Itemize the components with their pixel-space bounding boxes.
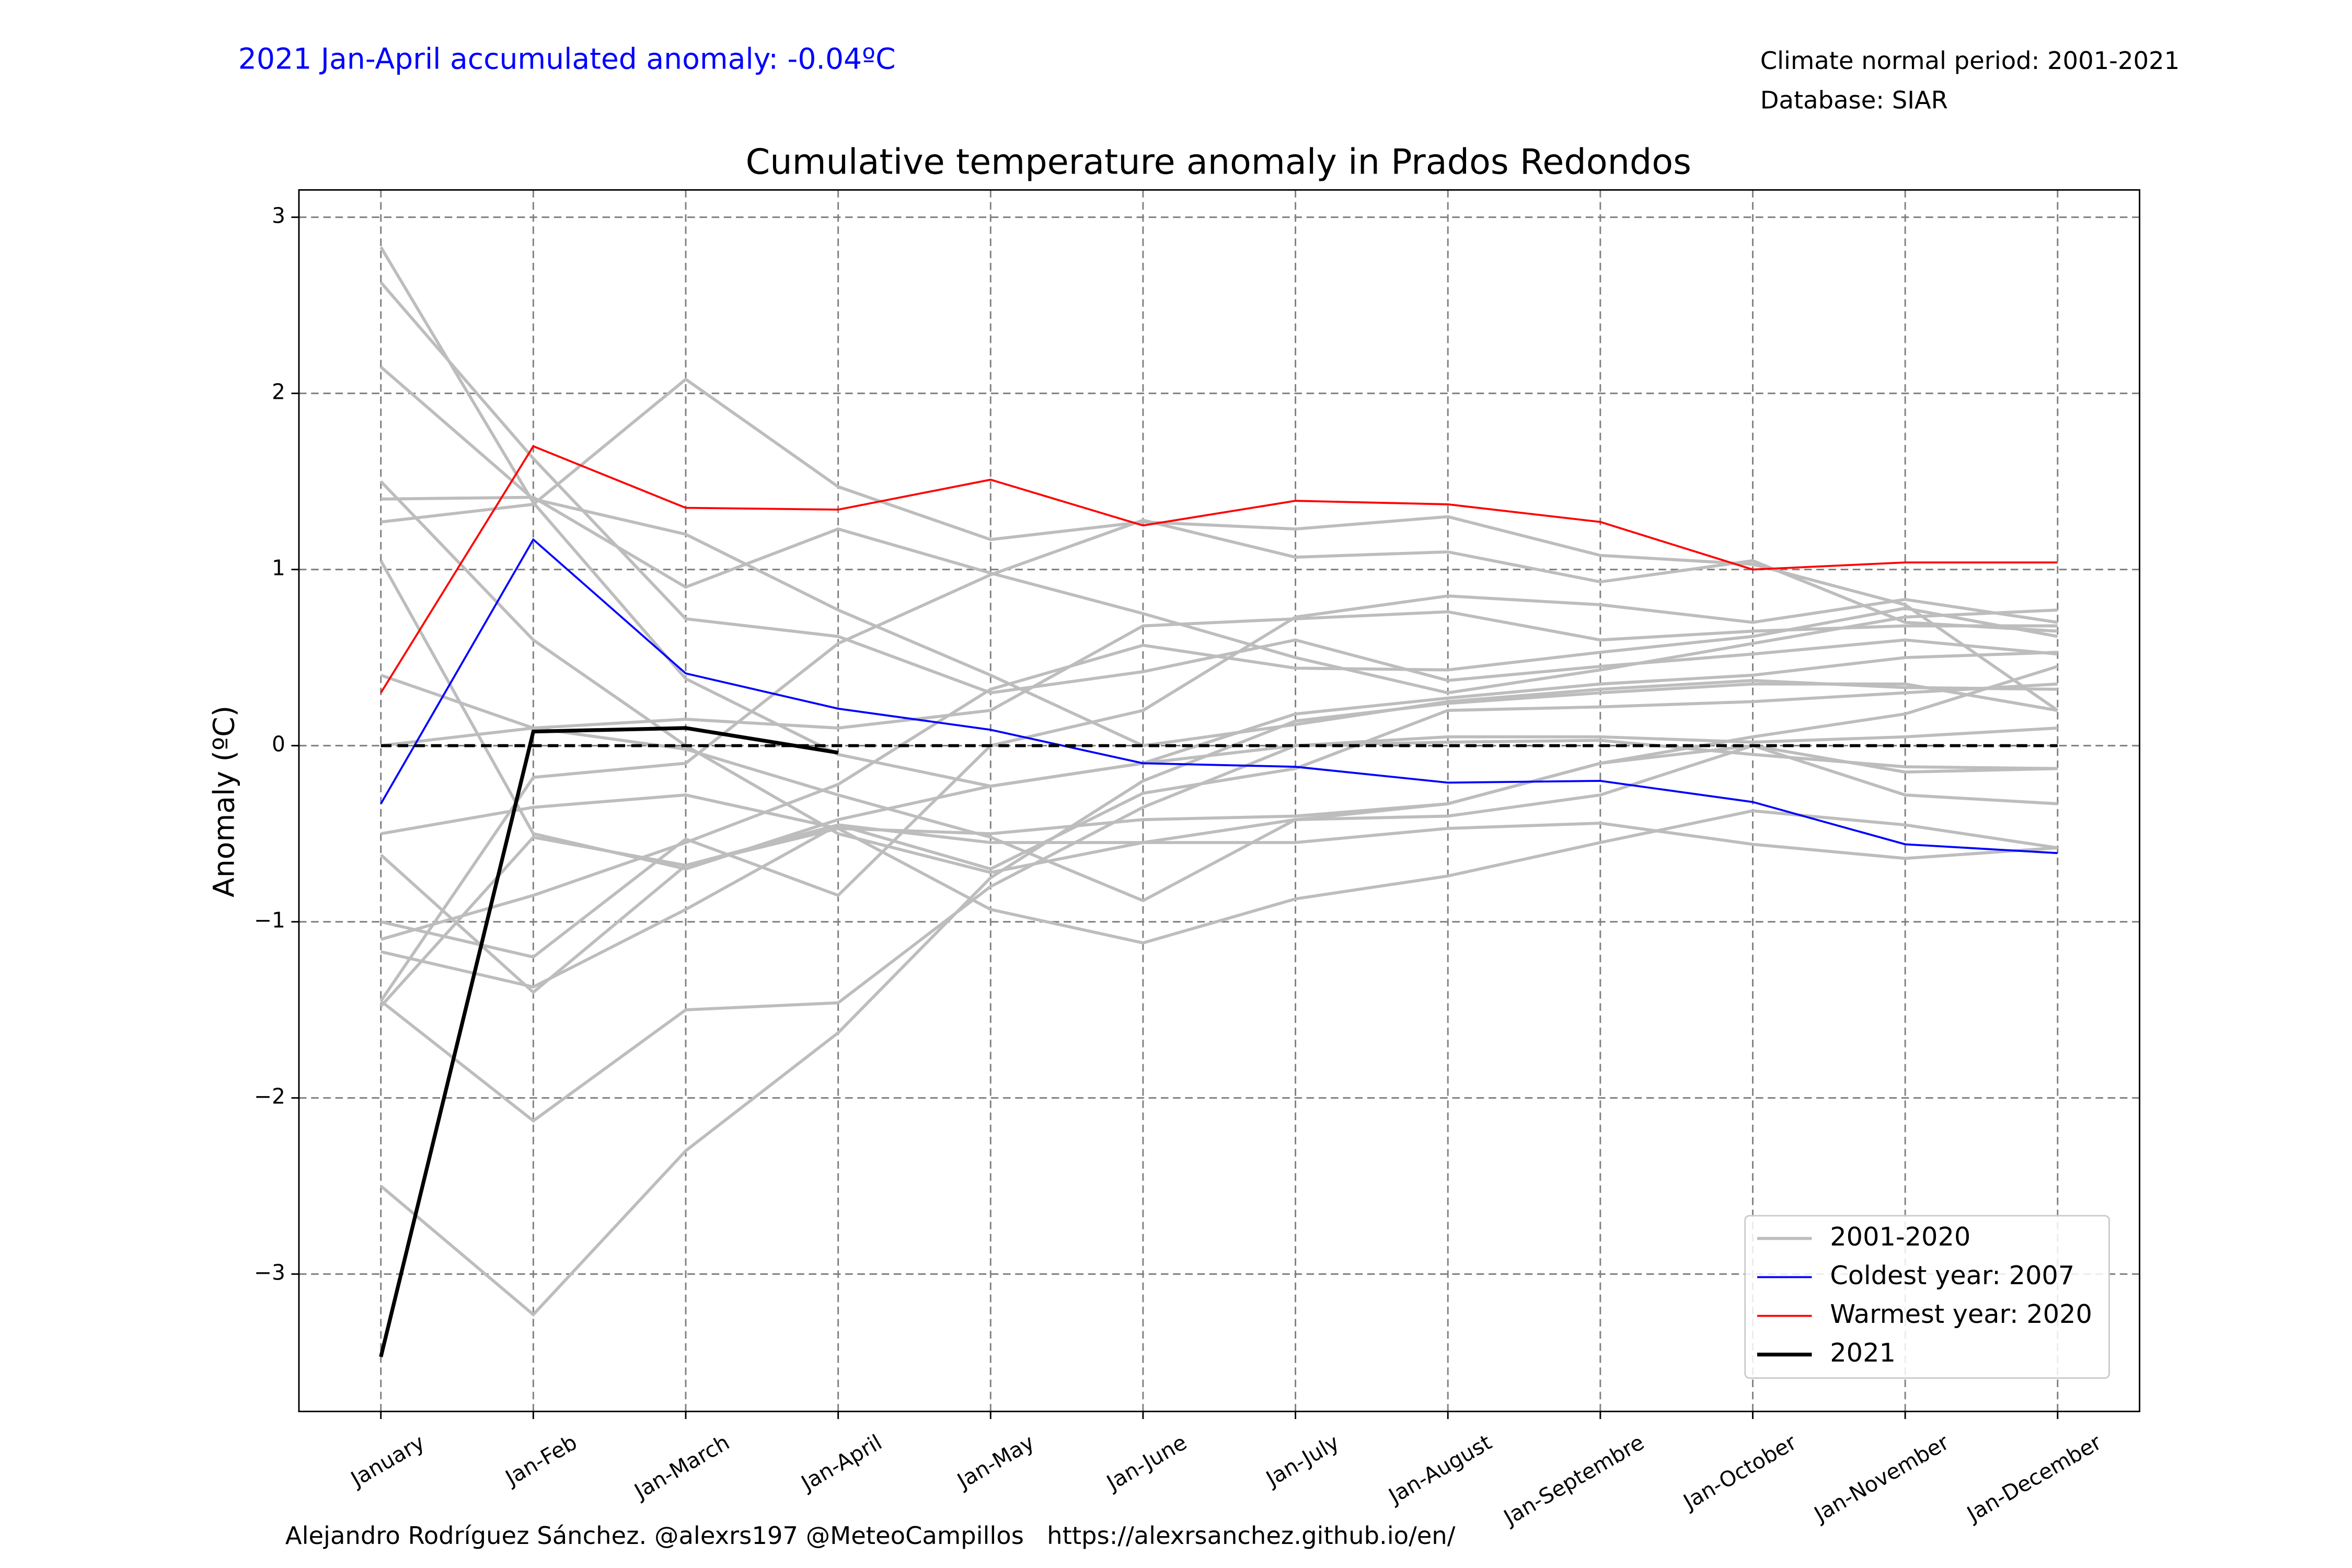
- gray-line: [379, 809, 2058, 995]
- gray-line: [380, 606, 2058, 941]
- gray-line: [379, 682, 2058, 1317]
- gray-line: [379, 560, 2058, 871]
- chart-title: Cumulative temperature anomaly in Prados…: [746, 142, 1691, 182]
- gray-line: [379, 739, 2058, 1123]
- y-tick-label: −2: [254, 1084, 285, 1109]
- legend-label: Coldest year: 2007: [1830, 1260, 2074, 1290]
- plot-frame: [298, 189, 2140, 1412]
- legend-label: 2021: [1830, 1338, 1896, 1368]
- legend-label: Warmest year: 2020: [1830, 1299, 2092, 1329]
- y-tick-label: 2: [272, 379, 285, 405]
- legend-label: 2001-2020: [1830, 1221, 1970, 1252]
- gray-line: [381, 726, 2058, 903]
- gray-line: [381, 665, 2058, 836]
- y-tick-label: 3: [272, 203, 285, 228]
- series-line: [380, 445, 2058, 694]
- gray-line: [379, 246, 2058, 788]
- gray-line: [379, 518, 2058, 1002]
- y-tick-label: 0: [272, 732, 285, 757]
- legend-box: [1744, 1215, 2110, 1379]
- gray-line: [381, 594, 2058, 959]
- annotation: 2021 Jan-April accumulated anomaly: -0.0…: [238, 43, 896, 76]
- series-line: [379, 726, 839, 1357]
- footer: Alejandro Rodríguez Sánchez. @alexrs197 …: [285, 1521, 1456, 1550]
- series-line: [380, 538, 2058, 855]
- gray-line: [381, 495, 2058, 695]
- gray-line: [379, 365, 2058, 747]
- info: Climate normal period: 2001-2021: [1760, 47, 2180, 75]
- info: Database: SIAR: [1760, 86, 1948, 114]
- y-axis-label: Anomaly (ºC): [208, 706, 241, 897]
- gray-line: [381, 821, 2058, 989]
- gray-line: [379, 682, 2058, 1008]
- y-tick-label: 1: [272, 556, 285, 581]
- y-tick-label: −1: [254, 908, 285, 933]
- y-tick-label: −3: [254, 1260, 285, 1285]
